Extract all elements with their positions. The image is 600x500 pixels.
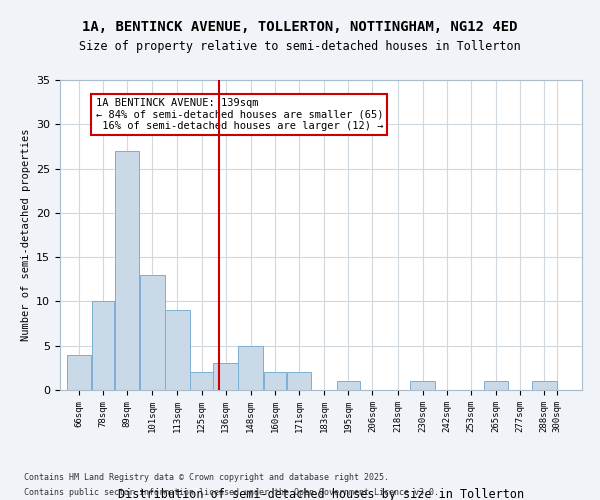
Bar xyxy=(213,364,238,390)
Text: 1A, BENTINCK AVENUE, TOLLERTON, NOTTINGHAM, NG12 4ED: 1A, BENTINCK AVENUE, TOLLERTON, NOTTINGH… xyxy=(82,20,518,34)
Bar xyxy=(238,346,263,390)
Bar xyxy=(190,372,213,390)
Bar xyxy=(263,372,286,390)
Bar xyxy=(337,381,359,390)
Y-axis label: Number of semi-detached properties: Number of semi-detached properties xyxy=(20,128,31,341)
Bar xyxy=(410,381,435,390)
Bar xyxy=(67,354,91,390)
Text: 1A BENTINCK AVENUE: 139sqm
← 84% of semi-detached houses are smaller (65)
 16% o: 1A BENTINCK AVENUE: 139sqm ← 84% of semi… xyxy=(95,98,383,131)
Bar xyxy=(115,151,139,390)
X-axis label: Distribution of semi-detached houses by size in Tollerton: Distribution of semi-detached houses by … xyxy=(118,488,524,500)
Bar xyxy=(532,381,557,390)
Bar xyxy=(165,310,190,390)
Text: Contains public sector information licensed under the Open Government Licence v3: Contains public sector information licen… xyxy=(24,488,439,497)
Bar xyxy=(140,275,164,390)
Bar xyxy=(92,302,114,390)
Bar xyxy=(484,381,508,390)
Bar xyxy=(287,372,311,390)
Text: Size of property relative to semi-detached houses in Tollerton: Size of property relative to semi-detach… xyxy=(79,40,521,53)
Text: Contains HM Land Registry data © Crown copyright and database right 2025.: Contains HM Land Registry data © Crown c… xyxy=(24,473,389,482)
